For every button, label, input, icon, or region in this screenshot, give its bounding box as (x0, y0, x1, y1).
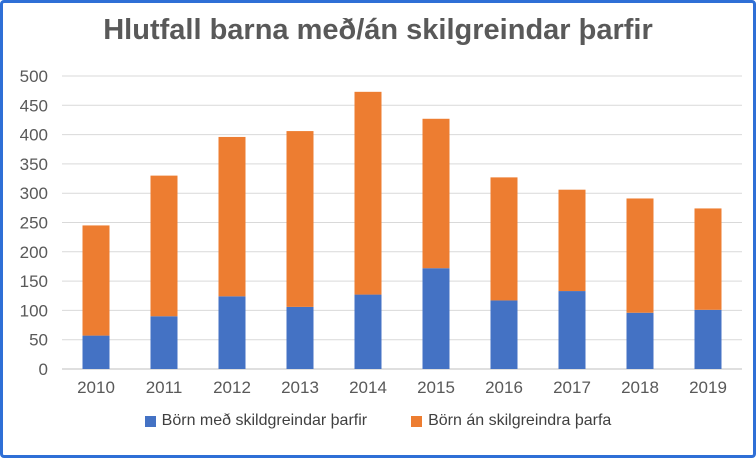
bar-1-2019 (694, 309, 722, 369)
chart-legend: Börn með skildgreindar þarfir Börn án sk… (0, 412, 756, 430)
chart-title: Hlutfall barna með/án skilgreindar þarfi… (103, 14, 653, 46)
y-tick-label-450: 450 (20, 96, 48, 115)
y-tick-label-400: 400 (20, 126, 48, 145)
x-tick-label-2010: 2010 (77, 378, 115, 397)
bar-2-2013 (286, 131, 314, 307)
y-tick-label-0: 0 (39, 360, 48, 379)
legend-label-series-1: Börn með skildgreindar þarfir (161, 412, 368, 429)
x-tick-label-2017: 2017 (553, 378, 591, 397)
y-tick-label-100: 100 (20, 301, 48, 320)
x-tick-label-2011: 2011 (146, 378, 183, 397)
bar-2-2017 (558, 189, 586, 292)
y-tick-label-50: 50 (29, 331, 48, 350)
bar-2-2015 (422, 118, 450, 269)
x-tick-label-2014: 2014 (349, 378, 387, 397)
bar-2-2018 (626, 198, 654, 313)
bar-2-2012 (218, 136, 246, 297)
y-tick-label-200: 200 (20, 243, 48, 262)
x-tick-label-2018: 2018 (621, 378, 659, 397)
y-tick-label-500: 500 (20, 67, 48, 86)
bar-2-2016 (490, 177, 518, 301)
bar-2-2019 (694, 208, 722, 310)
bar-1-2012 (218, 296, 246, 369)
bar-1-2018 (626, 312, 654, 369)
y-tick-label-250: 250 (20, 214, 48, 233)
bar-1-2016 (490, 300, 518, 369)
bar-2-2010 (82, 225, 110, 336)
y-tick-label-150: 150 (20, 272, 48, 291)
legend-swatch-series-1 (144, 415, 156, 427)
x-tick-label-2013: 2013 (281, 378, 319, 397)
bar-1-2013 (286, 306, 314, 369)
bar-2-2014 (354, 91, 382, 295)
legend-item-series-2: Börn án skilgreindra þarfa (411, 412, 611, 430)
x-tick-label-2019: 2019 (689, 378, 727, 397)
bar-1-2017 (558, 291, 586, 369)
bar-1-2015 (422, 268, 450, 369)
legend-swatch-series-2 (411, 415, 423, 427)
x-tick-label-2012: 2012 (213, 378, 251, 397)
legend-label-series-2: Börn án skilgreindra þarfa (428, 412, 612, 429)
bar-1-2010 (82, 335, 110, 369)
bar-1-2011 (150, 316, 178, 369)
y-tick-label-300: 300 (20, 184, 48, 203)
x-tick-label-2015: 2015 (417, 378, 455, 397)
bar-1-2014 (354, 294, 382, 369)
bar-2-2011 (150, 175, 178, 317)
y-tick-label-350: 350 (20, 155, 48, 174)
x-tick-label-2016: 2016 (485, 378, 523, 397)
legend-item-series-1: Börn með skildgreindar þarfir (144, 412, 368, 430)
